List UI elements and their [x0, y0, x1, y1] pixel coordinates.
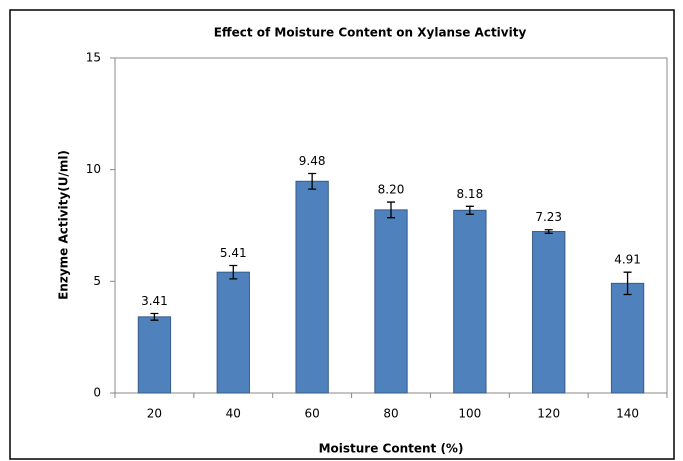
x-tick-label: 140	[616, 407, 639, 421]
bar	[295, 180, 329, 394]
error-bar	[387, 201, 395, 219]
x-tick-label: 120	[537, 407, 560, 421]
y-tick-label: 10	[86, 162, 101, 176]
bar	[137, 316, 172, 394]
data-label: 9.48	[299, 154, 326, 168]
error-bar	[465, 205, 474, 215]
error-bar	[229, 264, 238, 280]
bar	[610, 282, 645, 394]
data-label: 8.20	[378, 183, 405, 197]
data-label: 5.41	[220, 246, 247, 260]
y-tick-label: 5	[93, 274, 101, 288]
y-tick-label: 15	[86, 51, 101, 65]
bar	[216, 271, 250, 394]
bar	[374, 209, 408, 394]
x-tick-label: 100	[458, 407, 481, 421]
error-bar	[623, 271, 632, 296]
y-tick-label: 0	[93, 386, 101, 400]
bar	[532, 231, 566, 394]
data-label: 7.23	[535, 210, 562, 224]
chart-title: Effect of Moisture Content on Xylanse Ac…	[214, 26, 527, 40]
error-bar	[308, 172, 317, 190]
x-tick-label: 20	[147, 407, 162, 421]
error-bar	[150, 312, 159, 321]
y-axis-label: Enzyme Activity(U/ml)	[57, 150, 71, 300]
error-bar	[544, 229, 553, 234]
bar	[453, 209, 487, 394]
x-tick-label: 60	[305, 407, 320, 421]
x-tick-label: 40	[226, 407, 241, 421]
x-axis-label: Moisture Content (%)	[319, 442, 464, 456]
data-label: 3.41	[141, 294, 168, 308]
x-tick-label: 80	[383, 407, 398, 421]
data-label: 8.18	[456, 187, 483, 201]
data-label: 4.91	[614, 253, 641, 267]
